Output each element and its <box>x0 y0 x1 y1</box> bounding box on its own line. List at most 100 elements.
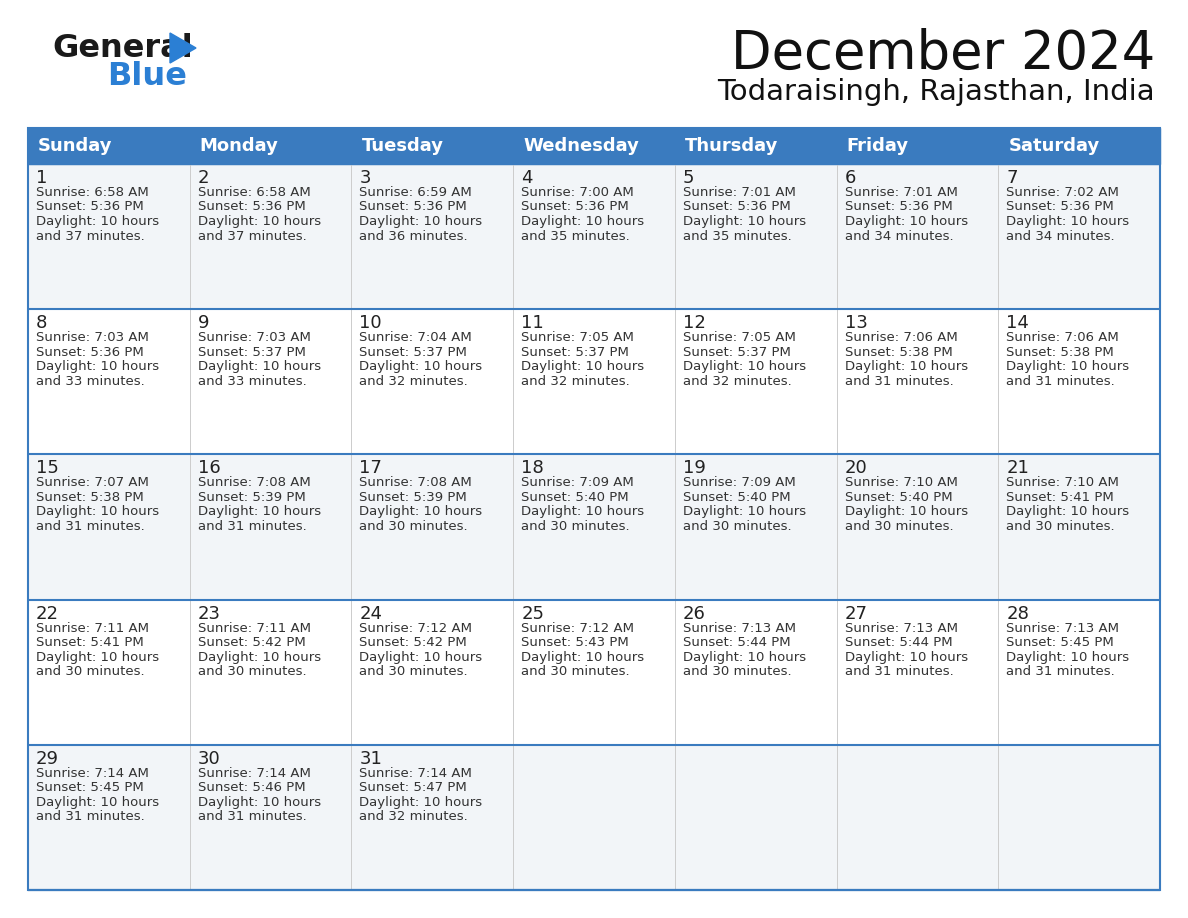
Text: Daylight: 10 hours: Daylight: 10 hours <box>845 506 968 519</box>
Text: Sunrise: 7:05 AM: Sunrise: 7:05 AM <box>683 331 796 344</box>
Text: Sunrise: 7:08 AM: Sunrise: 7:08 AM <box>197 476 310 489</box>
Text: Sunset: 5:38 PM: Sunset: 5:38 PM <box>1006 346 1114 359</box>
Text: 5: 5 <box>683 169 694 187</box>
Text: Daylight: 10 hours: Daylight: 10 hours <box>360 215 482 228</box>
Text: Sunset: 5:39 PM: Sunset: 5:39 PM <box>360 491 467 504</box>
Text: Sunset: 5:41 PM: Sunset: 5:41 PM <box>1006 491 1114 504</box>
Text: Sunset: 5:38 PM: Sunset: 5:38 PM <box>36 491 144 504</box>
Text: and 30 minutes.: and 30 minutes. <box>360 520 468 533</box>
Text: 29: 29 <box>36 750 59 767</box>
Text: Sunrise: 7:10 AM: Sunrise: 7:10 AM <box>845 476 958 489</box>
Text: Sunset: 5:36 PM: Sunset: 5:36 PM <box>36 200 144 214</box>
Text: Sunset: 5:37 PM: Sunset: 5:37 PM <box>683 346 791 359</box>
Text: Sunset: 5:36 PM: Sunset: 5:36 PM <box>36 346 144 359</box>
Text: and 35 minutes.: and 35 minutes. <box>683 230 791 242</box>
Text: Sunset: 5:36 PM: Sunset: 5:36 PM <box>1006 200 1114 214</box>
Text: Daylight: 10 hours: Daylight: 10 hours <box>36 360 159 374</box>
Text: Sunrise: 7:09 AM: Sunrise: 7:09 AM <box>522 476 634 489</box>
Text: Sunrise: 7:01 AM: Sunrise: 7:01 AM <box>845 186 958 199</box>
Text: Sunset: 5:38 PM: Sunset: 5:38 PM <box>845 346 953 359</box>
Text: and 30 minutes.: and 30 minutes. <box>522 520 630 533</box>
Text: and 34 minutes.: and 34 minutes. <box>1006 230 1114 242</box>
Bar <box>29 744 1159 890</box>
Text: and 31 minutes.: and 31 minutes. <box>1006 666 1116 678</box>
Text: 15: 15 <box>36 459 59 477</box>
Text: Daylight: 10 hours: Daylight: 10 hours <box>522 215 644 228</box>
Text: 10: 10 <box>360 314 383 332</box>
Text: 18: 18 <box>522 459 544 477</box>
Text: December 2024: December 2024 <box>731 28 1155 80</box>
Text: Sunrise: 7:13 AM: Sunrise: 7:13 AM <box>683 621 796 634</box>
Text: Sunset: 5:42 PM: Sunset: 5:42 PM <box>197 636 305 649</box>
Text: Daylight: 10 hours: Daylight: 10 hours <box>683 651 805 664</box>
Text: and 32 minutes.: and 32 minutes. <box>360 375 468 387</box>
Text: and 30 minutes.: and 30 minutes. <box>522 666 630 678</box>
Text: 4: 4 <box>522 169 532 187</box>
Text: Sunrise: 7:14 AM: Sunrise: 7:14 AM <box>360 767 473 779</box>
Text: and 31 minutes.: and 31 minutes. <box>845 375 953 387</box>
Text: and 32 minutes.: and 32 minutes. <box>522 375 630 387</box>
Text: Friday: Friday <box>847 137 909 155</box>
Text: Sunset: 5:40 PM: Sunset: 5:40 PM <box>683 491 790 504</box>
Text: and 31 minutes.: and 31 minutes. <box>197 520 307 533</box>
Text: Sunset: 5:40 PM: Sunset: 5:40 PM <box>845 491 953 504</box>
Text: Monday: Monday <box>200 137 279 155</box>
Text: and 35 minutes.: and 35 minutes. <box>522 230 630 242</box>
Text: and 30 minutes.: and 30 minutes. <box>360 666 468 678</box>
Text: General: General <box>52 33 192 64</box>
Text: 8: 8 <box>36 314 48 332</box>
Text: Sunrise: 7:05 AM: Sunrise: 7:05 AM <box>522 331 634 344</box>
Text: Sunrise: 6:59 AM: Sunrise: 6:59 AM <box>360 186 472 199</box>
Text: Sunset: 5:42 PM: Sunset: 5:42 PM <box>360 636 467 649</box>
Text: Daylight: 10 hours: Daylight: 10 hours <box>36 796 159 809</box>
Text: 19: 19 <box>683 459 706 477</box>
Text: Sunrise: 7:06 AM: Sunrise: 7:06 AM <box>845 331 958 344</box>
Text: 6: 6 <box>845 169 855 187</box>
Text: Sunrise: 7:11 AM: Sunrise: 7:11 AM <box>197 621 311 634</box>
Text: 26: 26 <box>683 605 706 622</box>
Text: 30: 30 <box>197 750 221 767</box>
Text: Daylight: 10 hours: Daylight: 10 hours <box>522 506 644 519</box>
Text: Sunset: 5:36 PM: Sunset: 5:36 PM <box>360 200 467 214</box>
Text: 13: 13 <box>845 314 867 332</box>
Text: Daylight: 10 hours: Daylight: 10 hours <box>1006 215 1130 228</box>
Text: and 31 minutes.: and 31 minutes. <box>36 811 145 823</box>
Text: Sunset: 5:36 PM: Sunset: 5:36 PM <box>845 200 953 214</box>
Text: Sunset: 5:43 PM: Sunset: 5:43 PM <box>522 636 628 649</box>
Text: and 30 minutes.: and 30 minutes. <box>36 666 145 678</box>
Text: 14: 14 <box>1006 314 1029 332</box>
Text: 27: 27 <box>845 605 867 622</box>
Text: 7: 7 <box>1006 169 1018 187</box>
Text: 12: 12 <box>683 314 706 332</box>
Text: 3: 3 <box>360 169 371 187</box>
Text: Sunrise: 7:03 AM: Sunrise: 7:03 AM <box>197 331 310 344</box>
Text: Sunrise: 7:12 AM: Sunrise: 7:12 AM <box>522 621 634 634</box>
Text: Sunrise: 7:14 AM: Sunrise: 7:14 AM <box>36 767 148 779</box>
Text: Sunset: 5:45 PM: Sunset: 5:45 PM <box>1006 636 1114 649</box>
Text: Daylight: 10 hours: Daylight: 10 hours <box>683 215 805 228</box>
Text: Sunrise: 7:10 AM: Sunrise: 7:10 AM <box>1006 476 1119 489</box>
Text: Sunset: 5:46 PM: Sunset: 5:46 PM <box>197 781 305 794</box>
Text: Daylight: 10 hours: Daylight: 10 hours <box>1006 651 1130 664</box>
Text: Sunrise: 7:11 AM: Sunrise: 7:11 AM <box>36 621 148 634</box>
Bar <box>29 164 1159 309</box>
Text: Sunset: 5:36 PM: Sunset: 5:36 PM <box>683 200 790 214</box>
Text: Daylight: 10 hours: Daylight: 10 hours <box>522 360 644 374</box>
Text: Sunrise: 7:02 AM: Sunrise: 7:02 AM <box>1006 186 1119 199</box>
Text: Sunrise: 6:58 AM: Sunrise: 6:58 AM <box>36 186 148 199</box>
Text: Todaraisingh, Rajasthan, India: Todaraisingh, Rajasthan, India <box>718 78 1155 106</box>
Text: Daylight: 10 hours: Daylight: 10 hours <box>36 651 159 664</box>
Text: Sunrise: 7:09 AM: Sunrise: 7:09 AM <box>683 476 796 489</box>
Text: Daylight: 10 hours: Daylight: 10 hours <box>683 506 805 519</box>
Polygon shape <box>170 33 196 63</box>
Text: Sunset: 5:41 PM: Sunset: 5:41 PM <box>36 636 144 649</box>
Text: Daylight: 10 hours: Daylight: 10 hours <box>36 506 159 519</box>
Text: Sunrise: 7:13 AM: Sunrise: 7:13 AM <box>845 621 958 634</box>
Text: Daylight: 10 hours: Daylight: 10 hours <box>197 796 321 809</box>
Text: and 30 minutes.: and 30 minutes. <box>683 666 791 678</box>
Text: Daylight: 10 hours: Daylight: 10 hours <box>845 215 968 228</box>
Text: Daylight: 10 hours: Daylight: 10 hours <box>197 215 321 228</box>
Text: Daylight: 10 hours: Daylight: 10 hours <box>197 360 321 374</box>
Bar <box>29 309 1159 454</box>
Text: Sunset: 5:36 PM: Sunset: 5:36 PM <box>522 200 628 214</box>
